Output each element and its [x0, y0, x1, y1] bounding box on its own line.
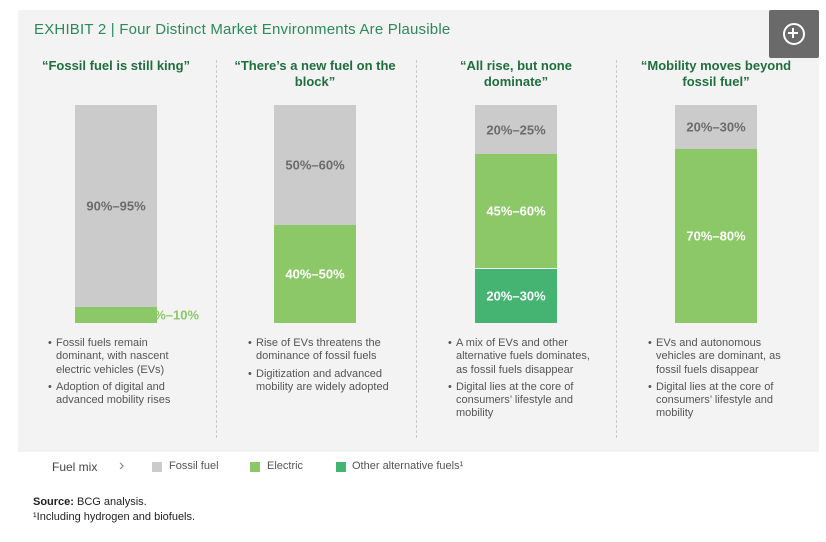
bar-segment	[475, 268, 557, 323]
expand-button[interactable]	[769, 10, 819, 58]
segment-label: 90%–95%	[86, 198, 146, 214]
legend-label-fossil: Fossil fuel	[169, 460, 219, 472]
plus-circle-icon	[783, 23, 805, 45]
segment-label: 70%–80%	[686, 228, 746, 244]
source-text: BCG analysis.	[73, 496, 147, 508]
bar-segment	[675, 105, 757, 149]
segment-label: 5%–10%	[146, 307, 200, 323]
segment-label: 20%–30%	[686, 119, 746, 135]
bullet-item: Fossil fuels remain dominant, with nasce…	[48, 337, 198, 377]
bar-segment	[675, 148, 757, 323]
scenario-title: “All rise, but none dominate”	[460, 58, 572, 89]
bar-segment	[475, 105, 557, 155]
column-divider	[616, 60, 617, 438]
scenario-bullets: Fossil fuels remain dominant, with nasce…	[48, 337, 198, 411]
bullet-item: Digital lies at the core of consumers’ l…	[648, 381, 798, 421]
scenario-title: “Fossil fuel is still king”	[41, 58, 191, 73]
chevron-right-icon: ›	[119, 457, 125, 474]
bar-segment	[75, 306, 157, 323]
source-line: Source: BCG analysis.	[33, 496, 147, 508]
footnote: ¹Including hydrogen and biofuels.	[33, 511, 196, 523]
legend-title: Fuel mix	[52, 460, 98, 474]
column-divider	[216, 60, 217, 438]
scenario-bullets: EVs and autonomous vehicles are dominant…	[648, 337, 798, 425]
segment-label: 20%–30%	[486, 288, 546, 304]
bullet-item: EVs and autonomous vehicles are dominant…	[648, 337, 798, 377]
bar-segment	[475, 154, 557, 269]
legend-swatch-other	[336, 462, 346, 472]
scenario-title: “Mobility moves beyond fossil fuel”	[640, 58, 792, 89]
legend-swatch-electric	[250, 462, 260, 472]
bullet-item: Adoption of digital and advanced mobilit…	[48, 381, 198, 408]
column-divider	[416, 60, 417, 438]
bullet-item: Rise of EVs threatens the dominance of f…	[248, 337, 398, 364]
segment-label: 20%–25%	[486, 122, 546, 138]
legend-label-other: Other alternative fuels¹	[352, 460, 464, 472]
segment-label: 40%–50%	[285, 266, 345, 282]
scenario-title: “There’s a new fuel on the block”	[234, 58, 396, 89]
scenario-bullets: Rise of EVs threatens the dominance of f…	[248, 337, 398, 398]
bullet-item: A mix of EVs and other alternative fuels…	[448, 337, 598, 377]
legend-label-electric: Electric	[267, 460, 304, 472]
bullet-item: Digital lies at the core of consumers’ l…	[448, 381, 598, 421]
legend-swatch-fossil	[152, 462, 162, 472]
source-label: Source:	[33, 496, 74, 508]
exhibit-title: EXHIBIT 2 | Four Distinct Market Environ…	[34, 21, 451, 38]
bar-segment	[274, 224, 356, 323]
scenario-bullets: A mix of EVs and other alternative fuels…	[448, 337, 598, 425]
segment-label: 45%–60%	[486, 203, 546, 219]
bar-segment	[75, 105, 157, 307]
bar-segment	[274, 105, 356, 225]
bullet-item: Digitization and advanced mobility are w…	[248, 368, 398, 395]
segment-label: 50%–60%	[285, 157, 345, 173]
